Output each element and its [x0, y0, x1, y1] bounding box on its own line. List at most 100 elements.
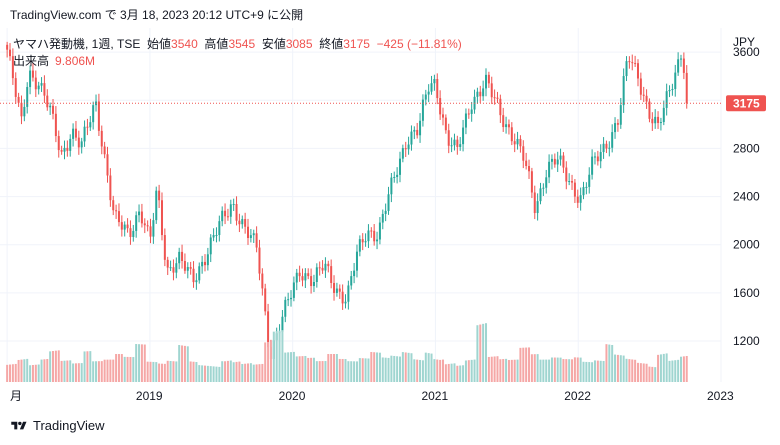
candle-body	[229, 204, 232, 217]
candle-body	[396, 174, 399, 177]
volume-bar	[46, 358, 49, 382]
volume-bar	[146, 361, 149, 382]
volume-bar	[450, 363, 453, 382]
volume-bar	[396, 356, 399, 382]
currency-label: JPY	[733, 35, 755, 49]
candle-body	[86, 126, 89, 128]
open-value: 3540	[171, 37, 198, 51]
candle-body	[290, 297, 293, 300]
candle-body	[315, 267, 318, 283]
volume-bar	[49, 351, 52, 382]
volume-bar	[668, 360, 671, 382]
volume-bar	[201, 365, 204, 382]
candle-body	[175, 263, 178, 273]
volume-bar	[152, 361, 155, 382]
volume-bar	[52, 351, 55, 382]
volume-bar	[295, 356, 298, 382]
volume-bar	[542, 359, 545, 382]
volume-bar	[390, 355, 393, 382]
candle-body	[413, 129, 416, 132]
candle-body	[198, 266, 201, 281]
volume-bar	[645, 363, 648, 382]
volume-bar	[158, 363, 161, 382]
volume-bar	[278, 330, 281, 382]
volume-bar	[636, 362, 639, 382]
candle-body	[247, 226, 250, 239]
candle-body	[126, 224, 129, 229]
volume-bar	[315, 361, 318, 382]
volume-bar	[370, 351, 373, 382]
candle-body	[138, 211, 141, 216]
candle-body	[679, 58, 683, 60]
volume-bar	[427, 353, 430, 382]
candle-body	[485, 74, 488, 89]
candle-body	[307, 273, 310, 277]
volume-bar	[654, 367, 657, 382]
candle-body	[490, 83, 493, 98]
volume-bar	[95, 361, 98, 382]
footer-brand[interactable]: TradingView	[10, 418, 105, 433]
volume-bar	[195, 362, 198, 382]
candle-body	[510, 127, 513, 142]
close-label: 終値	[319, 37, 344, 51]
volume-bar	[441, 359, 445, 382]
volume-bar	[490, 356, 493, 382]
volume-bar	[611, 344, 614, 382]
volume-bar	[545, 359, 548, 382]
volume-bar	[634, 359, 637, 382]
candle-body	[83, 126, 86, 142]
volume-bar	[519, 347, 522, 382]
candle-body	[401, 148, 404, 159]
candle-body	[439, 98, 442, 115]
volume-bar	[123, 356, 126, 382]
volume-bar	[407, 352, 410, 382]
volume-bar	[433, 359, 436, 382]
volume-bar	[226, 360, 229, 382]
candle-body	[370, 230, 373, 232]
volume-bar	[593, 360, 596, 382]
volume-bar	[404, 352, 407, 382]
volume-bar	[17, 359, 20, 382]
candle-body	[384, 210, 387, 214]
candle-body	[178, 251, 181, 264]
candle-body	[482, 88, 485, 97]
volume-bar	[550, 357, 553, 382]
high-value: 3545	[228, 37, 256, 51]
candle-body	[163, 235, 166, 260]
volume-bar	[23, 359, 26, 382]
candle-body	[659, 122, 662, 124]
candle-body	[459, 144, 462, 147]
candle-body	[585, 186, 588, 188]
volume-bar	[347, 361, 350, 382]
volume-bar	[378, 352, 381, 382]
volume-bar	[238, 361, 241, 382]
volume-bar	[536, 354, 539, 382]
volume-bar	[682, 356, 685, 382]
volume-bar	[74, 363, 77, 382]
candle-body	[155, 190, 158, 221]
candle-body	[344, 301, 347, 304]
volume-bar	[487, 356, 490, 382]
candle-body	[284, 299, 287, 317]
candle-body	[77, 137, 80, 148]
candle-body	[23, 106, 26, 117]
volume-bar	[155, 362, 158, 382]
candle-body	[186, 267, 189, 271]
volume-bar	[559, 357, 562, 382]
candle-body	[301, 276, 304, 281]
candle-body	[599, 152, 602, 162]
volume-bar	[585, 361, 588, 382]
volume-bar	[198, 365, 201, 382]
candle-body	[579, 195, 582, 203]
volume-bar	[499, 359, 502, 382]
candle-body	[436, 78, 439, 99]
volume-bar	[338, 358, 341, 382]
volume-bar	[72, 363, 75, 382]
volume-bar	[350, 361, 353, 382]
volume-bar	[287, 352, 290, 382]
volume-bar	[106, 359, 109, 382]
volume-bar	[525, 347, 528, 382]
candle-body	[424, 94, 427, 100]
candle-body	[181, 251, 184, 262]
